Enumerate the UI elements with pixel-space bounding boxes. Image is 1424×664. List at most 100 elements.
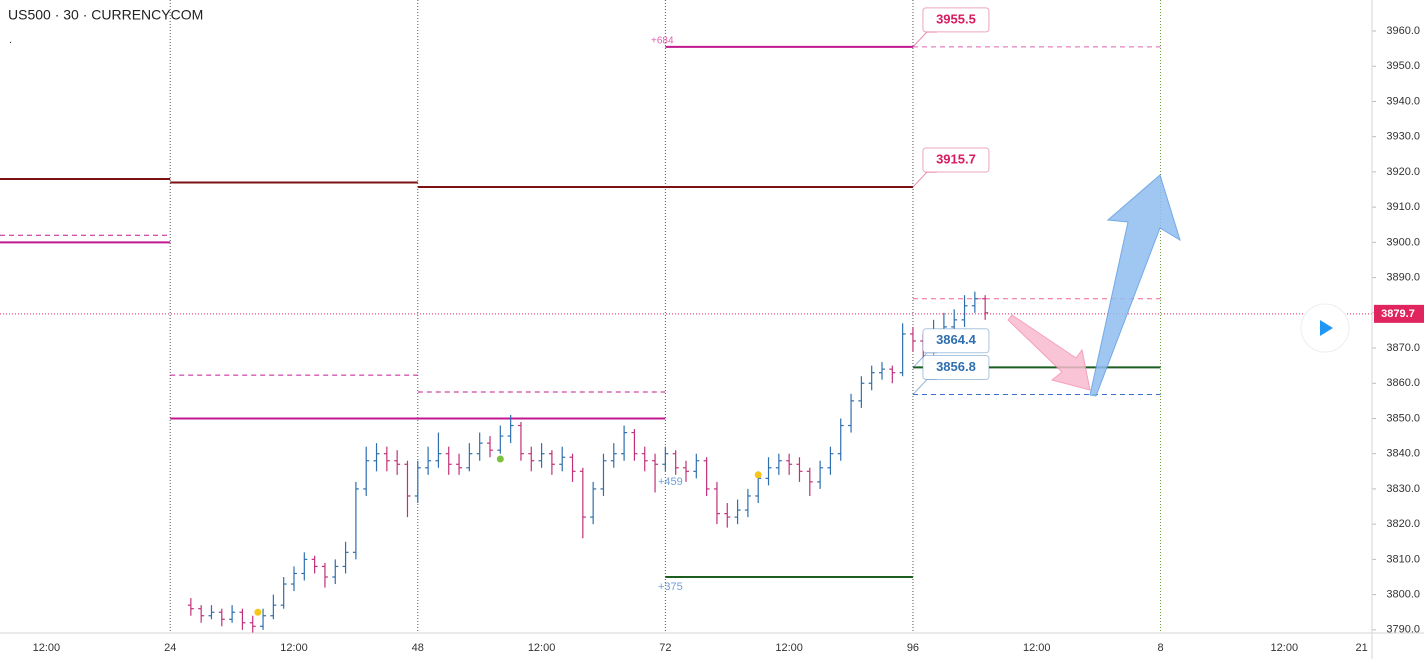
chart-title: US500 · 30 · CURRENCYCOM [8, 7, 203, 23]
x-tick-label: 24 [164, 642, 176, 654]
callout-box [922, 328, 990, 354]
up-arrow [1089, 174, 1181, 397]
y-tick-label: 3940.0 [1386, 95, 1420, 107]
price-bar [858, 376, 865, 408]
y-tick-label: 3900.0 [1386, 236, 1420, 248]
price-bar [713, 481, 720, 525]
price-bar [672, 450, 679, 475]
last-price-box [1374, 304, 1424, 323]
last-price-label: 3879.7 [1381, 308, 1415, 320]
price-bar [404, 460, 411, 518]
price-bar [600, 453, 607, 496]
chart-subtitle: . [9, 34, 12, 46]
signal-dot [496, 455, 504, 463]
x-tick-label: 48 [412, 642, 424, 654]
price-bar [280, 576, 287, 609]
price-bar [497, 425, 504, 454]
x-tick-label: 12:00 [1023, 642, 1051, 654]
x-tick-label: 72 [659, 642, 671, 654]
price-bar [837, 418, 844, 461]
price-bar [517, 422, 524, 461]
price-bar [693, 453, 700, 479]
callout-label: 3864.4 [936, 332, 977, 347]
x-tick-label: 8 [1157, 642, 1163, 654]
price-bar [249, 615, 256, 634]
price-bar [445, 446, 452, 475]
price-bar [683, 460, 689, 482]
price-bar [889, 365, 896, 384]
price-bar [590, 481, 597, 525]
price-bar [610, 443, 617, 468]
price-bar [775, 453, 782, 475]
price-bar [899, 323, 906, 377]
price-bar [373, 443, 380, 472]
price-bar [528, 446, 535, 472]
price-bar [548, 450, 555, 475]
y-tick-label: 3820.0 [1386, 518, 1420, 530]
price-bar [641, 446, 648, 472]
price-bar [507, 414, 514, 444]
x-tick-label: 12:00 [775, 642, 803, 654]
price-bar [734, 499, 741, 525]
callout-label: 3915.7 [936, 151, 976, 166]
y-tick-label: 3840.0 [1386, 448, 1420, 460]
price-bar [827, 446, 834, 475]
price-bar [187, 598, 194, 616]
price-bar [466, 443, 473, 472]
price-bar [198, 605, 205, 623]
y-tick-label: 3860.0 [1386, 377, 1420, 389]
x-tick-label: 12:00 [280, 642, 308, 654]
price-bar [971, 291, 978, 313]
annotation: +459 [658, 476, 683, 488]
price-bar [652, 453, 659, 493]
y-tick-label: 3850.0 [1386, 412, 1420, 424]
price-bar [579, 467, 586, 539]
price-bar [909, 326, 916, 352]
price-bar [239, 608, 246, 630]
price-bar [621, 425, 628, 461]
callout-box [922, 147, 990, 173]
callout-box [922, 355, 990, 381]
price-bar [311, 555, 318, 574]
price-bar [703, 457, 710, 496]
y-tick-label: 3950.0 [1386, 60, 1420, 72]
price-bar [961, 295, 968, 327]
price-bar [208, 605, 215, 620]
price-bar [538, 443, 545, 468]
price-bar [383, 446, 390, 472]
price-bar [806, 467, 813, 496]
price-bar [724, 503, 731, 528]
callout-label: 3856.8 [936, 359, 976, 374]
x-tick-label: 96 [907, 642, 919, 654]
callout-label: 3955.5 [936, 11, 976, 26]
price-bar [456, 453, 463, 475]
y-tick-label: 3800.0 [1386, 589, 1420, 601]
price-bar [301, 552, 308, 581]
price-bar [487, 436, 493, 458]
signal-dot [254, 608, 262, 616]
price-bar [270, 594, 277, 620]
x-tick-label: 12:00 [1271, 642, 1299, 654]
price-bar [435, 432, 442, 468]
price-bar [321, 562, 328, 588]
x-tick-label: 12:00 [33, 642, 61, 654]
annotation: +684 [651, 36, 674, 47]
price-bar [414, 460, 421, 504]
y-tick-label: 3790.0 [1386, 624, 1420, 636]
price-bar [744, 488, 751, 518]
play-button[interactable] [1300, 303, 1350, 353]
price-bar [786, 453, 793, 475]
price-bar [765, 457, 772, 486]
y-tick-label: 3870.0 [1386, 342, 1420, 354]
price-bar [569, 453, 576, 482]
annotation: +375 [658, 581, 683, 593]
y-tick-label: 3830.0 [1386, 483, 1420, 495]
x-tick-label: 12:00 [528, 642, 556, 654]
price-bar [363, 446, 370, 496]
y-tick-label: 3960.0 [1386, 25, 1420, 37]
price-bar [879, 362, 885, 380]
price-bar [342, 541, 349, 574]
callout-box [922, 7, 990, 33]
play-icon[interactable] [1320, 320, 1333, 336]
